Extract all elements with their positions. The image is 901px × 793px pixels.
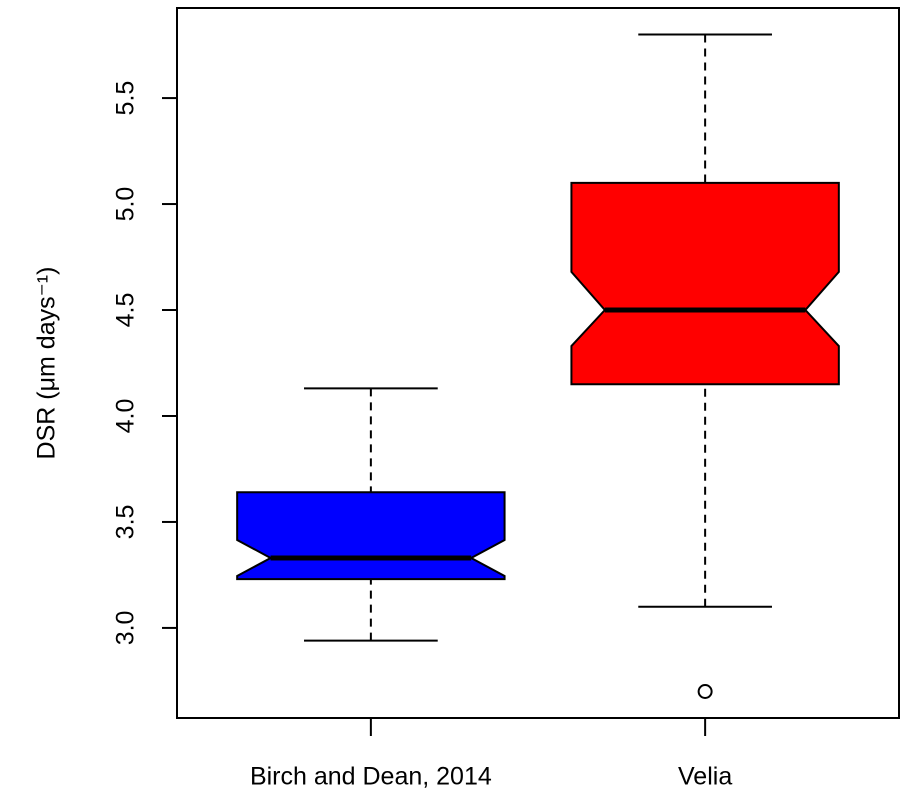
y-tick-label: 3.0 <box>112 611 140 646</box>
y-tick-label: 4.5 <box>112 293 140 328</box>
y-axis-label: DSR (μm days⁻¹) <box>33 267 61 460</box>
plot-frame <box>176 7 900 719</box>
y-tick-label: 4.0 <box>112 399 140 434</box>
box <box>570 181 840 386</box>
box <box>236 491 506 581</box>
y-tick-label: 5.5 <box>112 81 140 116</box>
x-tick-label: Birch and Dean, 2014 <box>250 763 492 791</box>
y-tick-label: 5.0 <box>112 187 140 222</box>
x-tick-label: Velia <box>678 763 732 791</box>
y-tick-label: 3.5 <box>112 505 140 540</box>
outlier <box>697 684 713 700</box>
